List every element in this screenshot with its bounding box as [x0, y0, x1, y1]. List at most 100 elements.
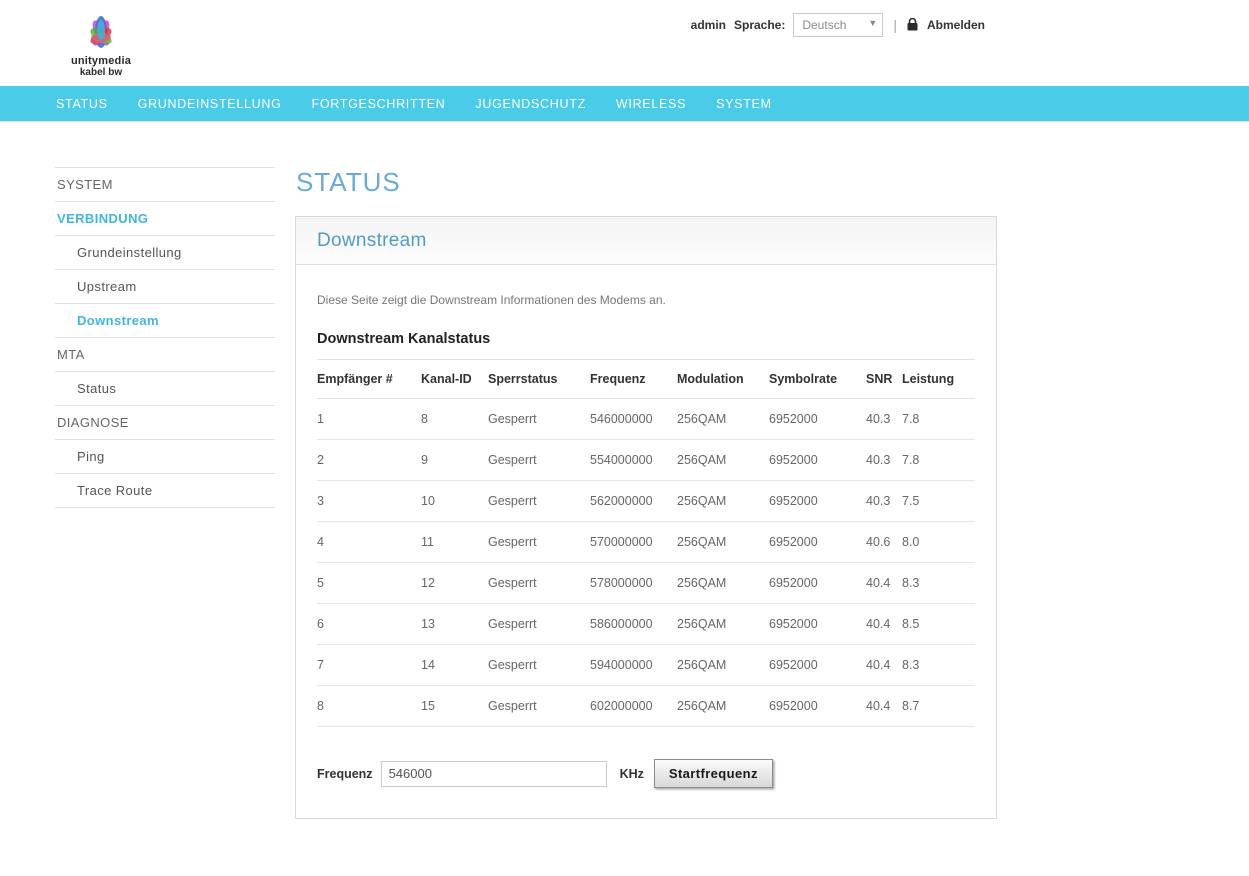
table-cell: 40.4 — [866, 562, 902, 604]
table-cell: 578000000 — [590, 562, 677, 604]
table-cell: 8 — [317, 685, 421, 727]
table-cell: Gesperrt — [488, 439, 590, 481]
table-cell: 256QAM — [677, 562, 769, 604]
table-row: 6 13 Gesperrt 586000000 256QAM 6952000 40.4 8.5 — [317, 603, 975, 645]
table-cell: 6 — [317, 603, 421, 645]
table-cell: 40.3 — [866, 480, 902, 522]
table-cell: 6952000 — [769, 685, 866, 727]
nav-item-grundeinstellung[interactable]: GRUNDEINSTELLUNG — [137, 96, 282, 111]
table-cell: 256QAM — [677, 644, 769, 686]
nav-item-wireless[interactable]: WIRELESS — [615, 96, 687, 111]
table-cell: 40.4 — [866, 603, 902, 645]
section-title: Downstream Kanalstatus — [317, 331, 491, 347]
sidebar-item-grundeinstellung[interactable]: Grundeinstellung — [55, 236, 275, 270]
table-cell: 570000000 — [590, 521, 677, 563]
table-cell: 8.0 — [902, 521, 975, 563]
table-cell: 8 — [421, 398, 488, 440]
main-nav-items: STATUS GRUNDEINSTELLUNG FORTGESCHRITTEN JUG… — [0, 86, 1249, 121]
column-header: Modulation — [677, 359, 769, 399]
table-cell: Gesperrt — [488, 480, 590, 522]
table-cell: Gesperrt — [488, 398, 590, 440]
table-row: 2 9 Gesperrt 554000000 256QAM 6952000 40.3 7.8 — [317, 439, 975, 481]
column-header: Empfänger # — [317, 359, 421, 399]
topbar: unitymedia kabel bw admin Sprache: Deuts… — [0, 0, 1249, 86]
table-cell: 562000000 — [590, 480, 677, 522]
sidebar-item-mta[interactable]: MTA — [55, 338, 275, 372]
table-cell: 256QAM — [677, 439, 769, 481]
logout-link[interactable]: Abmelden — [926, 18, 985, 32]
table-cell: 5 — [317, 562, 421, 604]
table-cell: 256QAM — [677, 398, 769, 440]
table-cell: 6952000 — [769, 398, 866, 440]
table-cell: Gesperrt — [488, 685, 590, 727]
sidebar-item-verbindung[interactable]: VERBINDUNG — [55, 202, 275, 236]
column-header: Frequenz — [590, 359, 677, 399]
table-cell: 4 — [317, 521, 421, 563]
table-header-row: Empfänger # Kanal-ID Sperrstatus Frequenz Mo… — [317, 359, 975, 399]
table-cell: 14 — [421, 644, 488, 686]
sidebar-item-status[interactable]: Status — [55, 372, 275, 406]
username: admin — [690, 18, 726, 32]
table-cell: 6952000 — [769, 562, 866, 604]
table-cell: 6952000 — [769, 439, 866, 481]
table-cell: 554000000 — [590, 439, 677, 481]
table-cell: 40.3 — [866, 439, 902, 481]
table-row: 7 14 Gesperrt 594000000 256QAM 6952000 40.4 8.3 — [317, 644, 975, 686]
page-title: STATUS — [296, 167, 401, 197]
table-cell: 256QAM — [677, 521, 769, 563]
nav-item-fortgeschritten[interactable]: FORTGESCHRITTEN — [311, 96, 446, 111]
table-row: 8 15 Gesperrt 602000000 256QAM 6952000 40.4 8.7 — [317, 685, 975, 727]
table-cell: 3 — [317, 480, 421, 522]
language-select[interactable]: Deutsch — [793, 13, 884, 37]
sidebar-item-diagnose[interactable]: DIAGNOSE — [55, 406, 275, 440]
downstream-panel: Downstream Diese Seite zeigt die Downstr… — [295, 216, 997, 819]
divider: | — [893, 17, 897, 33]
table-cell: 40.4 — [866, 644, 902, 686]
sidebar-item-upstream[interactable]: Upstream — [55, 270, 275, 304]
table-cell: 6952000 — [769, 480, 866, 522]
table-cell: 2 — [317, 439, 421, 481]
unitymedia-logo: unitymedia kabel bw — [66, 6, 136, 78]
table-cell: 13 — [421, 603, 488, 645]
sidebar: SYSTEM VERBINDUNG Grundeinstellung Upstream… — [55, 167, 275, 508]
table-cell: Gesperrt — [488, 521, 590, 563]
table-cell: 40.3 — [866, 398, 902, 440]
column-header: Leistung — [902, 359, 975, 399]
table-cell: 6952000 — [769, 603, 866, 645]
table-cell: 256QAM — [677, 603, 769, 645]
table-cell: 7 — [317, 644, 421, 686]
table-cell: 8.7 — [902, 685, 975, 727]
table-cell: 256QAM — [677, 685, 769, 727]
column-header: SNR — [866, 359, 902, 399]
table-cell: 6952000 — [769, 521, 866, 563]
frequency-form: Frequenz KHz Startfrequenz — [317, 759, 975, 788]
column-header: Kanal-ID — [421, 359, 488, 399]
column-header: Symbolrate — [769, 359, 866, 399]
sidebar-item-ping[interactable]: Ping — [55, 440, 275, 474]
table-cell: 9 — [421, 439, 488, 481]
table-row: 1 8 Gesperrt 546000000 256QAM 6952000 40.3 7.8 — [317, 398, 975, 440]
panel-header: Downstream — [296, 217, 996, 265]
table-cell: 1 — [317, 398, 421, 440]
table-cell: Gesperrt — [488, 562, 590, 604]
table-cell: 15 — [421, 685, 488, 727]
sidebar-item-downstream[interactable]: Downstream — [55, 304, 275, 338]
language-select-wrap: Deutsch ▼ — [793, 13, 884, 37]
nav-item-jugendschutz[interactable]: JUGENDSCHUTZ — [475, 96, 586, 111]
main-nav: STATUS GRUNDEINSTELLUNG FORTGESCHRITTEN JUG… — [0, 86, 1249, 122]
sidebar-item-system[interactable]: SYSTEM — [55, 167, 275, 202]
nav-item-status[interactable]: STATUS — [56, 96, 108, 111]
downstream-channel-table: Empfänger # Kanal-ID Sperrstatus Frequenz Mo… — [317, 359, 975, 727]
sidebar-item-trace-route[interactable]: Trace Route — [55, 474, 275, 508]
frequency-input[interactable] — [380, 760, 607, 787]
start-frequency-button[interactable]: Startfrequenz — [653, 759, 773, 788]
panel-body: Diese Seite zeigt die Downstream Informa… — [296, 265, 996, 818]
table-cell: 7.8 — [902, 439, 975, 481]
table-cell: 11 — [421, 521, 488, 563]
table-cell: 8.5 — [902, 603, 975, 645]
nav-item-system[interactable]: SYSTEM — [716, 96, 772, 111]
panel-title: Downstream — [317, 230, 427, 251]
logo-text-line1: unitymedia — [70, 55, 132, 67]
column-header: Sperrstatus — [488, 359, 590, 399]
page-body: SYSTEM VERBINDUNG Grundeinstellung Upstream… — [0, 122, 1249, 819]
